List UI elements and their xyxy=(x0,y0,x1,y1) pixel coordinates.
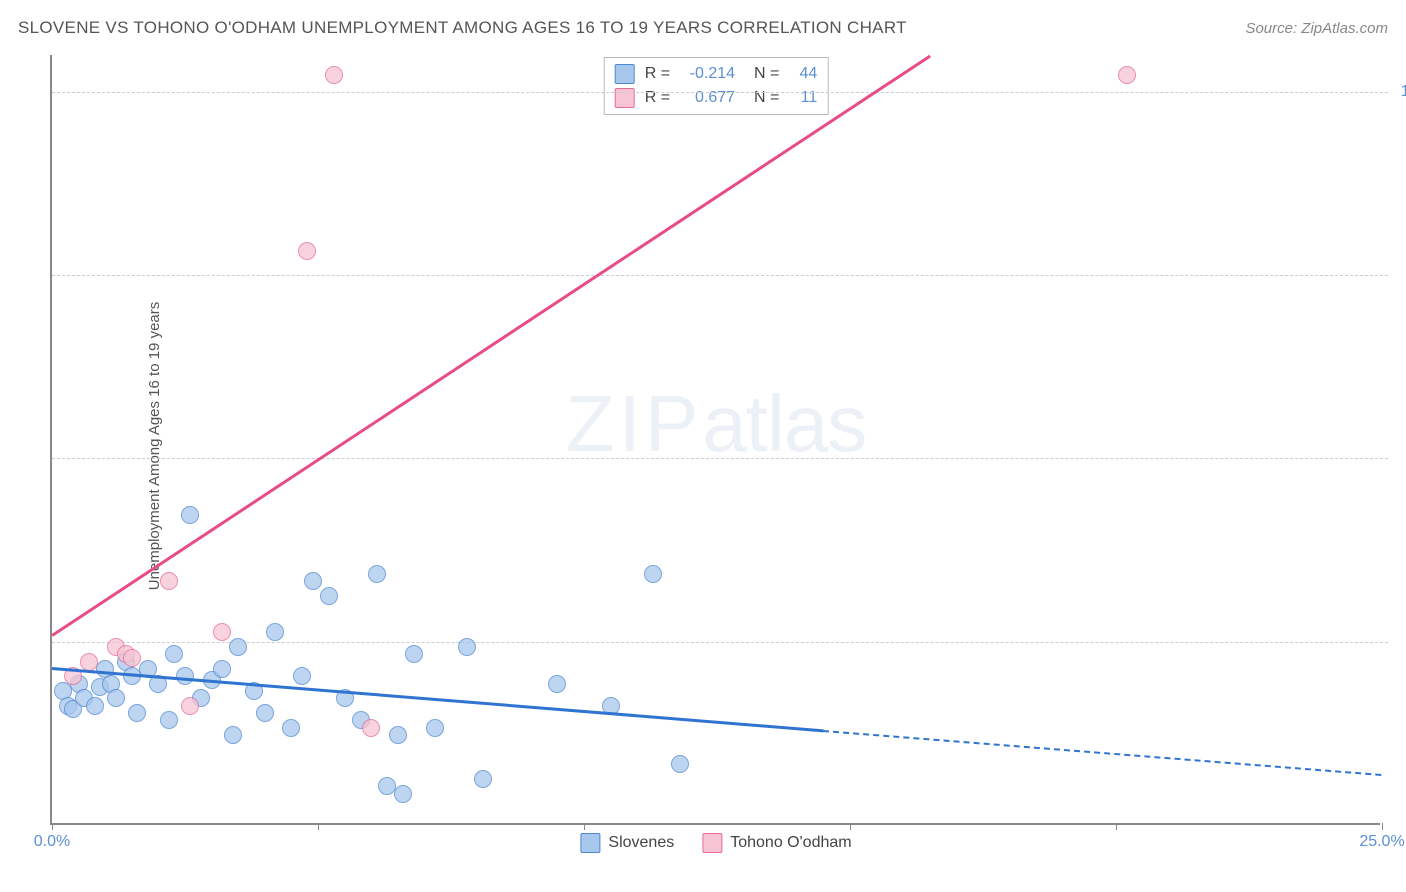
data-point xyxy=(256,704,274,722)
data-point xyxy=(123,649,141,667)
series-legend: Slovenes Tohono O'odham xyxy=(580,833,851,853)
y-tick-label: 100.0% xyxy=(1390,83,1406,101)
data-point xyxy=(229,638,247,656)
gridline xyxy=(52,458,1388,459)
legend-n-label: N = xyxy=(745,65,779,83)
data-point xyxy=(458,638,476,656)
data-point xyxy=(368,565,386,583)
plot-area: ZIPatlas R =-0.214 N =44R =0.677 N =11 S… xyxy=(50,55,1380,825)
data-point xyxy=(548,675,566,693)
data-point xyxy=(160,572,178,590)
data-point xyxy=(394,785,412,803)
trend-line xyxy=(51,55,930,636)
x-tick-label: 25.0% xyxy=(1359,833,1404,851)
data-point xyxy=(213,660,231,678)
legend-series-label: Tohono O'odham xyxy=(730,834,851,852)
legend-swatch xyxy=(615,64,635,84)
legend-swatch xyxy=(580,833,600,853)
data-point xyxy=(671,755,689,773)
legend-row: R =0.677 N =11 xyxy=(615,86,818,110)
x-tick-label: 0.0% xyxy=(34,833,70,851)
x-tick xyxy=(584,823,585,830)
gridline xyxy=(52,92,1388,93)
data-point xyxy=(304,572,322,590)
gridline xyxy=(52,642,1388,643)
x-tick xyxy=(1382,823,1383,830)
data-point xyxy=(266,623,284,641)
data-point xyxy=(426,719,444,737)
legend-series-label: Slovenes xyxy=(608,834,674,852)
legend-n-value: 44 xyxy=(789,65,817,83)
data-point xyxy=(320,587,338,605)
data-point xyxy=(165,645,183,663)
data-point xyxy=(474,770,492,788)
y-tick-label: 50.0% xyxy=(1390,449,1406,467)
data-point xyxy=(405,645,423,663)
chart-title: SLOVENE VS TOHONO O'ODHAM UNEMPLOYMENT A… xyxy=(18,18,907,38)
data-point xyxy=(224,726,242,744)
watermark: ZIPatlas xyxy=(566,378,866,470)
x-tick xyxy=(1116,823,1117,830)
legend-r-label: R = xyxy=(645,65,670,83)
data-point xyxy=(293,667,311,685)
x-tick xyxy=(52,823,53,830)
legend-r-value: -0.214 xyxy=(680,65,735,83)
legend-swatch xyxy=(702,833,722,853)
data-point xyxy=(1118,66,1136,84)
legend-series-item: Tohono O'odham xyxy=(702,833,851,853)
data-point xyxy=(160,711,178,729)
data-point xyxy=(181,697,199,715)
gridline xyxy=(52,275,1388,276)
x-tick xyxy=(318,823,319,830)
x-tick xyxy=(850,823,851,830)
data-point xyxy=(362,719,380,737)
source-attribution: Source: ZipAtlas.com xyxy=(1245,20,1388,37)
correlation-legend: R = -0.214 N = 44 R =0.677 N =11 xyxy=(604,57,829,115)
y-tick-label: 75.0% xyxy=(1390,266,1406,284)
data-point xyxy=(213,623,231,641)
data-point xyxy=(181,506,199,524)
data-point xyxy=(86,697,104,715)
trend-line xyxy=(823,730,1382,776)
legend-row: R = -0.214 N = 44 xyxy=(615,62,818,86)
legend-series-item: Slovenes xyxy=(580,833,674,853)
data-point xyxy=(107,689,125,707)
data-point xyxy=(80,653,98,671)
data-point xyxy=(389,726,407,744)
data-point xyxy=(298,242,316,260)
data-point xyxy=(644,565,662,583)
y-tick-label: 25.0% xyxy=(1390,633,1406,651)
data-point xyxy=(282,719,300,737)
data-point xyxy=(325,66,343,84)
data-point xyxy=(128,704,146,722)
